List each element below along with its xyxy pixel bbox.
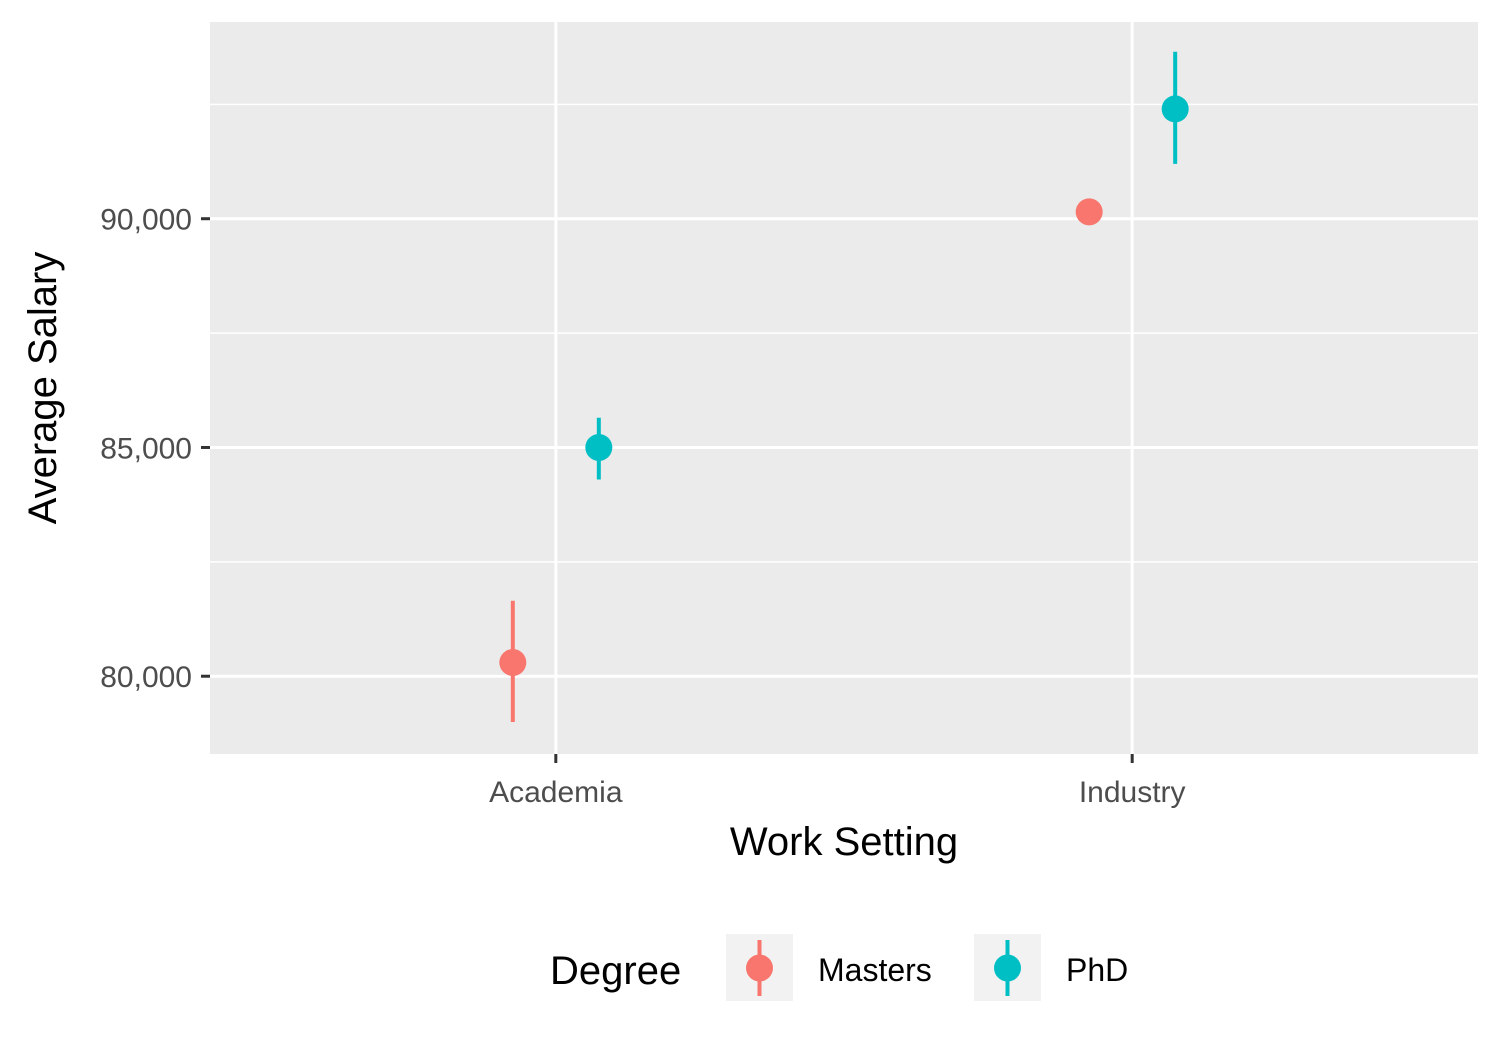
x-tick-label: Industry <box>1079 776 1186 809</box>
legend: Degree Masters PhD <box>550 934 1128 1001</box>
y-axis-title: Average Salary <box>21 252 65 525</box>
plot-panel <box>210 22 1478 754</box>
x-axis-title: Work Setting <box>730 820 958 864</box>
data-point <box>1075 198 1103 226</box>
grid-major <box>210 22 1478 754</box>
y-tick-label: 90,000 <box>100 204 192 237</box>
grid-minor <box>210 103 1478 563</box>
data-marks <box>499 51 1189 722</box>
y-tick-label: 85,000 <box>100 432 192 465</box>
legend-label: PhD <box>1066 952 1128 988</box>
legend-key-point <box>746 954 773 982</box>
data-point <box>1161 95 1189 123</box>
x-axis: Academia Industry <box>489 754 1186 809</box>
y-axis: 80,000 85,000 90,000 <box>100 204 210 694</box>
legend-title: Degree <box>550 949 681 993</box>
legend-label: Masters <box>818 952 932 988</box>
data-point <box>585 433 613 461</box>
x-tick-label: Academia <box>489 776 623 809</box>
y-tick-label: 80,000 <box>100 661 192 694</box>
data-point <box>499 649 527 676</box>
legend-key-point <box>994 954 1021 982</box>
